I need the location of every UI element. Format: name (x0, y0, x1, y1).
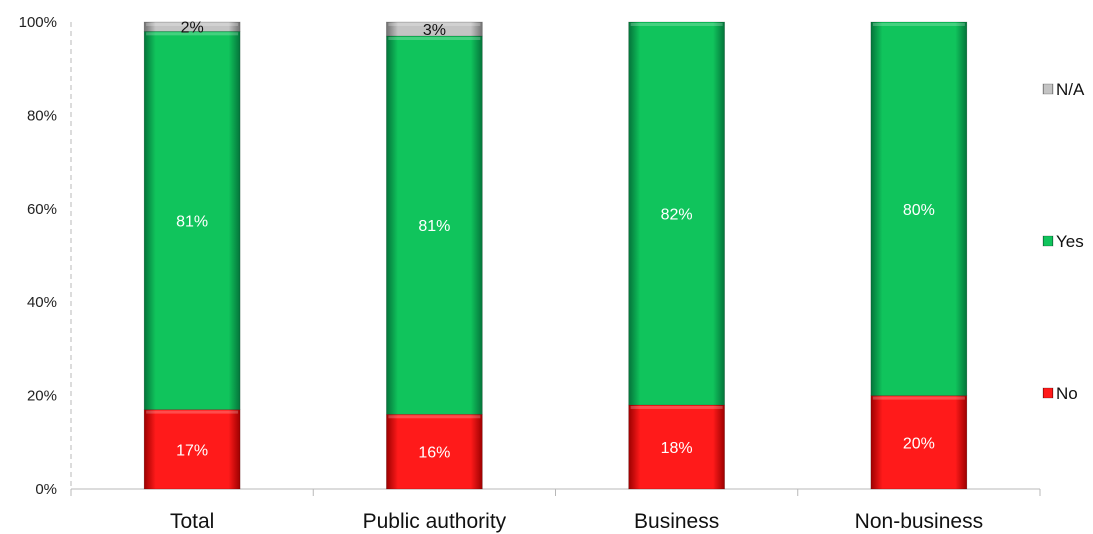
bar-bevel (388, 37, 481, 41)
bar-bevel (630, 23, 723, 26)
legend: N/A Yes No (1042, 80, 1085, 403)
y-axis: 0% 20% 40% 60% 80% 100% (19, 14, 72, 498)
y-tick-label: 80% (27, 107, 57, 124)
y-tick-label: 60% (27, 201, 57, 218)
bar-bevel (872, 396, 965, 400)
bar-yes-public-authority (386, 35, 483, 415)
x-category-label: Business (634, 510, 719, 533)
data-label-yes: 80% (903, 202, 935, 219)
bar-bevel (146, 23, 239, 26)
data-label-no: 18% (661, 440, 693, 457)
bar-bevel (146, 410, 239, 414)
bar-bevel (630, 405, 723, 409)
y-tick-label: 20% (27, 388, 57, 405)
bar-no-non-business (870, 395, 968, 490)
bar-n-a-public-authority (386, 21, 483, 37)
x-category-label: Non-business (855, 510, 983, 533)
bar-yes-non-business (870, 21, 968, 396)
x-axis: Total Public authority Business Non-busines… (70, 488, 1041, 533)
legend-label-yes: Yes (1056, 232, 1084, 251)
bar-bevel (146, 32, 239, 36)
y-tick-label: 40% (27, 294, 57, 311)
legend-swatch-n-a (1042, 83, 1054, 95)
bars: 17% 81% 2% 16% 81% 3% 18% 82% 20% 80% (143, 20, 968, 490)
data-label-no: 17% (176, 442, 208, 459)
bar-yes-business (628, 21, 725, 406)
y-tick-label: 100% (19, 14, 57, 31)
bar-yes-total (143, 31, 241, 410)
bar-bevel (388, 23, 481, 26)
x-category-label: Total (170, 510, 214, 533)
data-label-no: 20% (903, 435, 935, 452)
bar-n-a-total (143, 21, 241, 32)
bar-bevel (388, 415, 481, 419)
legend-label-n-a: N/A (1056, 80, 1085, 99)
legend-swatch-no (1042, 387, 1054, 399)
data-label-no: 16% (418, 445, 450, 462)
bar-bevel (872, 23, 965, 26)
data-label-yes: 81% (418, 218, 450, 235)
bar-no-business (628, 404, 725, 490)
x-category-label: Public authority (363, 510, 507, 533)
data-label-n-a: 2% (181, 20, 204, 37)
data-label-n-a: 3% (423, 22, 446, 39)
legend-swatch-yes (1042, 235, 1054, 247)
legend-label-no: No (1056, 384, 1078, 403)
data-label-yes: 81% (176, 213, 208, 230)
data-label-yes: 82% (661, 206, 693, 223)
y-tick-label: 0% (35, 481, 57, 498)
bar-no-public-authority (386, 413, 483, 490)
